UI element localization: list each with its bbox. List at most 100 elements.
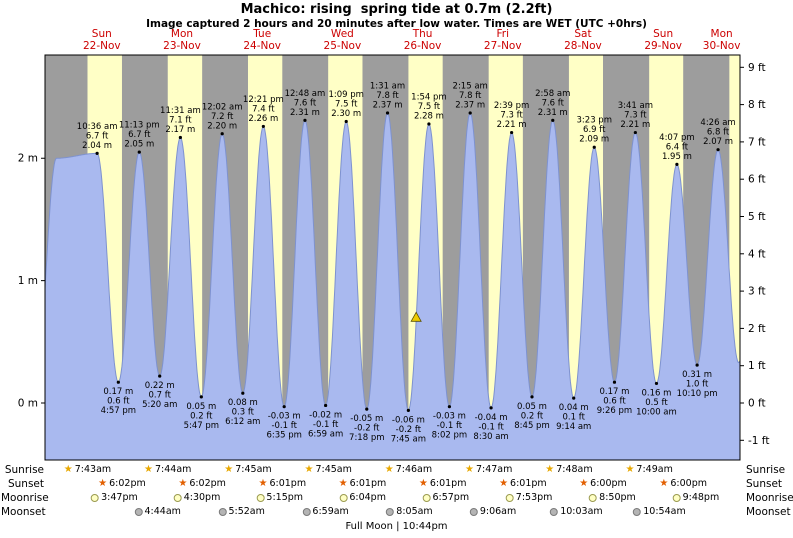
right-axis-label: 6 ft (748, 174, 766, 186)
moonset-icon (302, 508, 311, 516)
tide-extreme-dot (612, 380, 617, 384)
moonrise-row-label-left: Moonrise (1, 492, 49, 504)
tide-extreme-dot (572, 396, 576, 400)
high-tide-label: 2.20 m (207, 121, 237, 131)
sunrise-icon: ★ (545, 464, 555, 475)
sunrise-time-text: 7:46am (395, 464, 433, 475)
moonrise-time: 8:50pm (589, 493, 636, 503)
low-tide-label: 8:45 pm (514, 421, 549, 431)
high-tide-label: 7.8 ft (459, 91, 482, 101)
moonrise-time: 4:30pm (173, 493, 220, 503)
day-label: Mon 30-Nov (702, 28, 741, 52)
tide-curve (44, 112, 741, 412)
tide-extreme-dot (427, 122, 431, 126)
tide-extreme-dot (241, 391, 245, 395)
tide-extreme-dot (654, 381, 659, 386)
moonrise-icon (505, 494, 514, 502)
high-tide-label: 3:41 am (618, 101, 653, 111)
sunrise-icon: ★ (625, 464, 635, 475)
low-tide-label: -0.02 m (309, 410, 342, 420)
moonrise-icon (589, 494, 598, 502)
day-label: Thu 26-Nov (403, 28, 442, 52)
sunrise-time-text: 7:45am (315, 464, 352, 475)
moonrise-time: 6:04pm (339, 493, 386, 503)
high-tide-label: 6.9 ft (583, 125, 606, 135)
tide-extreme-dot (406, 408, 410, 412)
moonrise-time: 9:48pm (672, 493, 719, 503)
low-tide-label: -0.2 ft (396, 425, 422, 435)
high-tide-label: 7.6 ft (294, 98, 317, 108)
moonrise-icon (422, 494, 431, 502)
low-tide-label: 10:00 am (636, 407, 677, 417)
moonrise-icon (256, 494, 265, 502)
page-title: Machico: rising spring tide at 0.7m (2.2… (240, 2, 553, 17)
sunset-time-text: 6:00pm (670, 478, 707, 489)
high-tide-label: 2:39 pm (494, 101, 529, 111)
moonset-time-text: 8:05am (396, 506, 433, 517)
sunset-icon: ★ (499, 478, 509, 489)
sunrise-icon: ★ (384, 464, 394, 475)
sunset-time-text: 6:00pm (590, 478, 627, 489)
sunrise-icon: ★ (63, 464, 73, 475)
tide-extreme-dot (510, 130, 514, 135)
sunrise-time-text: 7:48am (556, 464, 593, 475)
moonset-time-text: 6:59am (312, 506, 349, 517)
moonrise-time-text: 3:47pm (101, 492, 138, 503)
high-tide-label: 6.7 ft (86, 131, 109, 141)
sunrise-time-text: 7:49am (636, 464, 673, 475)
low-tide-label: -0.2 ft (354, 424, 380, 434)
high-tide-label: 2.31 m (538, 108, 568, 118)
high-tide-label: 6.4 ft (666, 142, 689, 152)
low-tide-label: 8:30 am (473, 432, 508, 442)
tide-extreme-dot (447, 405, 452, 409)
low-tide-label: 0.17 m (103, 387, 133, 397)
high-tide-label: 2.31 m (290, 108, 320, 118)
tide-extreme-dot (282, 405, 286, 409)
low-tide-label: -0.04 m (475, 413, 508, 423)
moonrise-time-text: 6:04pm (349, 492, 386, 503)
low-tide-label: 0.16 m (642, 388, 672, 398)
tide-extreme-dot (324, 403, 328, 408)
tide-extreme-dot (158, 374, 162, 378)
tide-extreme-dot (716, 148, 720, 152)
high-tide-label: 2.21 m (620, 120, 650, 130)
sunrise-icon: ★ (224, 464, 234, 475)
high-tide-label: 2.04 m (82, 141, 112, 151)
high-tide-label: 7.8 ft (376, 91, 399, 101)
low-tide-label: 6:12 am (225, 417, 260, 427)
sunset-row-label-left: Sunset (7, 478, 44, 490)
sunrise-time: ★ 7:47am (465, 465, 512, 475)
day-label: Fri 27-Nov (483, 28, 522, 52)
page-subtitle: Image captured 2 hours and 20 minutes af… (146, 18, 647, 30)
sunrise-icon: ★ (464, 464, 474, 475)
sunset-row-label-right: Sunset (746, 478, 783, 490)
right-axis-label: 7 ft (748, 136, 766, 148)
moonset-row-label-left: Moonset (1, 506, 46, 518)
sunset-time-text: 6:02pm (189, 478, 226, 489)
high-tide-label: 2.30 m (331, 109, 361, 119)
day-label: Sun 22-Nov (82, 28, 121, 52)
moonset-time: 10:54am (633, 506, 686, 517)
high-tide-label: 1:54 pm (411, 92, 446, 102)
day-label: Mon 23-Nov (163, 28, 201, 52)
moonrise-icon (339, 494, 348, 502)
moonset-time: 9:06am (469, 507, 516, 517)
sunset-icon: ★ (178, 478, 188, 489)
moonrise-time: 3:47pm (91, 493, 138, 503)
high-tide-label: 2.21 m (497, 120, 527, 130)
low-tide-label: -0.1 ft (313, 420, 339, 430)
moonset-time-text: 10:03am (560, 506, 603, 517)
moonset-icon (218, 508, 227, 516)
moon-phase-note: Full Moon | 10:44pm (345, 521, 448, 532)
left-axis-label: 2 m (18, 153, 38, 165)
moonrise-icon (173, 494, 182, 502)
sunset-icon: ★ (338, 478, 348, 489)
sunset-time: ★ 6:00pm (579, 479, 627, 489)
chart-frame (44, 54, 741, 461)
sunrise-time: ★ 7:43am (64, 465, 111, 475)
high-tide-label: 2.07 m (703, 137, 733, 147)
high-tide-label: 2.37 m (373, 100, 403, 110)
low-tide-label: 10:10 pm (677, 389, 718, 399)
moonset-time-text: 10:54am (643, 506, 686, 517)
